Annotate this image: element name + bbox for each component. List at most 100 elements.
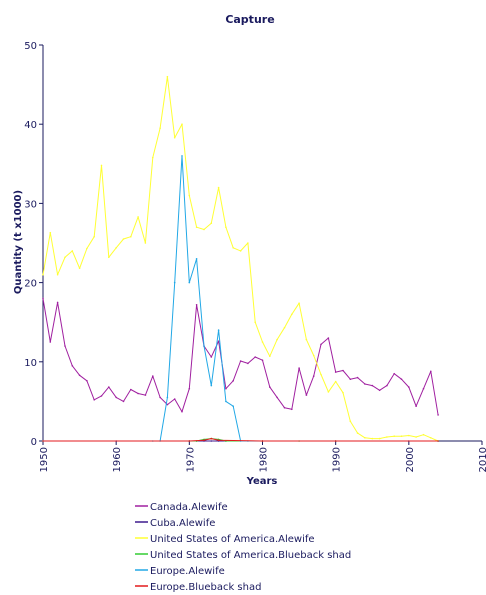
data-point bbox=[56, 301, 59, 304]
data-point bbox=[437, 414, 439, 416]
data-point bbox=[130, 235, 132, 238]
data-point bbox=[437, 440, 439, 442]
data-point bbox=[342, 391, 344, 394]
data-point bbox=[291, 408, 293, 411]
data-point bbox=[283, 406, 286, 409]
data-point bbox=[152, 375, 154, 377]
data-point bbox=[356, 432, 359, 434]
data-point bbox=[181, 123, 183, 125]
legend-item-3: United States of America.Blueback shad bbox=[135, 550, 351, 561]
data-point bbox=[64, 256, 66, 259]
data-point bbox=[56, 273, 59, 276]
data-point bbox=[422, 387, 425, 390]
data-point bbox=[254, 321, 256, 324]
data-point bbox=[312, 375, 315, 377]
data-point bbox=[71, 365, 74, 367]
data-point bbox=[342, 369, 344, 372]
data-point bbox=[144, 242, 147, 244]
chart-title: Capture bbox=[225, 13, 274, 26]
data-point bbox=[195, 258, 198, 260]
legend-label: Canada.Alewife bbox=[150, 502, 228, 513]
y-tick-label: 20 bbox=[24, 279, 37, 290]
data-point bbox=[408, 386, 410, 388]
x-tick-label: 1950 bbox=[39, 447, 50, 472]
data-point bbox=[305, 338, 308, 341]
data-point bbox=[122, 400, 125, 403]
data-point bbox=[42, 440, 44, 442]
data-point bbox=[195, 226, 198, 228]
y-tick-label: 0 bbox=[31, 437, 37, 448]
data-point bbox=[210, 222, 213, 224]
data-point bbox=[210, 356, 213, 358]
data-point bbox=[93, 235, 95, 238]
y-axis-label: Quantity (t x1000) bbox=[13, 190, 24, 294]
data-point bbox=[49, 231, 52, 234]
data-point bbox=[210, 384, 213, 387]
data-point bbox=[137, 392, 139, 395]
data-point bbox=[232, 405, 234, 408]
data-point bbox=[269, 355, 271, 358]
data-point bbox=[349, 378, 352, 381]
data-point bbox=[137, 216, 139, 218]
x-tick-label: 1980 bbox=[259, 447, 270, 472]
legend-item-0: Canada.Alewife bbox=[135, 502, 228, 513]
data-point bbox=[400, 435, 403, 438]
legend-item-1: Cuba.Alewife bbox=[135, 518, 215, 529]
data-point bbox=[173, 281, 176, 284]
data-point bbox=[430, 437, 432, 439]
data-point bbox=[400, 378, 403, 381]
data-point bbox=[320, 373, 322, 376]
data-point bbox=[225, 387, 227, 390]
x-tick-label: 1960 bbox=[112, 447, 123, 472]
data-point bbox=[42, 297, 44, 300]
legend-item-2: United States of America.Alewife bbox=[135, 534, 315, 545]
data-point bbox=[386, 436, 388, 438]
data-point bbox=[239, 250, 242, 252]
data-point bbox=[261, 341, 264, 343]
data-point bbox=[349, 420, 352, 423]
data-point bbox=[173, 398, 176, 400]
data-point bbox=[100, 395, 103, 397]
data-point bbox=[159, 396, 161, 399]
data-point bbox=[86, 247, 88, 250]
data-point bbox=[93, 399, 95, 401]
series-line-5 bbox=[43, 438, 439, 442]
data-point bbox=[232, 380, 234, 382]
data-point bbox=[334, 440, 337, 442]
data-point bbox=[203, 228, 205, 231]
data-point bbox=[71, 250, 74, 252]
x-tick-label: 2000 bbox=[405, 447, 416, 472]
data-point bbox=[166, 396, 169, 399]
data-point bbox=[415, 436, 417, 438]
data-point bbox=[188, 281, 191, 284]
data-point bbox=[188, 194, 191, 197]
y-tick-label: 30 bbox=[24, 199, 37, 210]
data-point bbox=[195, 304, 198, 306]
data-point bbox=[144, 394, 147, 396]
data-point bbox=[152, 156, 154, 159]
legend-item-5: Europe.Blueback shad bbox=[135, 582, 261, 593]
data-point bbox=[247, 362, 249, 365]
data-point bbox=[78, 374, 81, 377]
data-point bbox=[320, 343, 322, 346]
x-tick-label: 1970 bbox=[185, 447, 196, 472]
data-point bbox=[217, 186, 220, 189]
data-point bbox=[415, 405, 417, 408]
data-point bbox=[232, 247, 234, 249]
data-point bbox=[298, 302, 300, 305]
data-point bbox=[86, 380, 88, 382]
data-point bbox=[115, 396, 117, 399]
data-point bbox=[173, 136, 176, 139]
x-tick-label: 2010 bbox=[478, 447, 486, 472]
data-point bbox=[247, 242, 249, 244]
data-point bbox=[64, 345, 66, 347]
data-point bbox=[422, 433, 425, 436]
data-point bbox=[312, 354, 315, 357]
data-point bbox=[130, 388, 132, 391]
data-point bbox=[334, 380, 337, 383]
series-line-4 bbox=[43, 155, 439, 442]
data-point bbox=[217, 329, 220, 331]
data-point bbox=[254, 356, 256, 358]
